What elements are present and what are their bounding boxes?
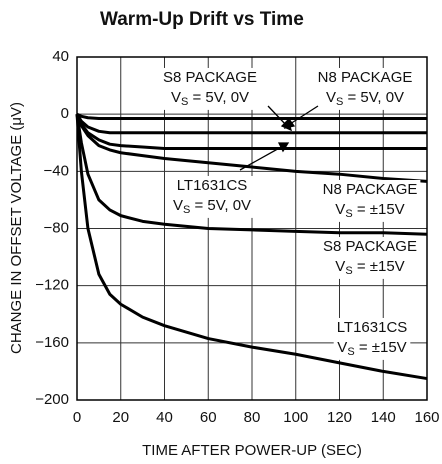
chart-title: Warm-Up Drift vs Time [100,9,304,30]
condition: = 5V, 0V [190,197,251,214]
x-tick-label: 160 [414,409,439,426]
plot-frame [76,56,428,401]
x-tick-label: 100 [283,409,308,426]
subscript: S [345,265,352,277]
symbol: V [337,339,347,356]
symbol: V [335,201,345,218]
condition: = 5V, 0V [188,89,249,106]
arrow [239,145,284,171]
annotation-condition: VS = 5V, 0V [171,89,249,108]
y-tick-label: −40 [44,162,69,179]
y-tick-label: −80 [44,219,69,236]
series-line [75,113,427,135]
annotation-title: S8 PACKAGE [163,69,257,86]
condition: = ±15V [353,258,405,275]
annotation-background [319,179,421,222]
series-line [76,112,427,120]
annotation: S8 PACKAGE VS = 5V, 0V [160,67,260,110]
arrow [289,105,319,125]
annotation-condition: VS = 5V, 0V [326,89,404,108]
annotation-background [333,317,411,360]
y-tick-label: −160 [35,334,69,351]
annotation: LT1631CS VS = 5V, 0V [169,175,255,218]
x-tick-label: 80 [244,409,261,426]
x-tick-label: 60 [200,409,217,426]
symbol: V [171,89,181,106]
series-line [75,113,427,150]
y-axis-label: CHANGE IN OFFSET VOLTAGE (μV) [8,102,25,354]
symbol: V [173,197,183,214]
condition: = 5V, 0V [343,89,404,106]
x-tick-label: 120 [327,409,352,426]
subscript: S [347,346,354,358]
series-line [75,114,428,381]
annotation: N8 PACKAGE VS = 5V, 0V [314,67,416,110]
lines [75,112,428,381]
annotation-background [169,175,255,218]
subscript: S [345,208,352,220]
annotation-background [160,67,260,110]
annotation-title: LT1631CS [177,177,248,194]
y-tick-label: −200 [35,391,69,408]
series-line [75,113,428,236]
annotation: N8 PACKAGE VS = ±15V [319,179,421,222]
subscript: S [183,204,190,216]
annotation-condition: VS = ±15V [335,201,404,220]
annotation: LT1631CS VS = ±15V [333,317,411,360]
x-tick-label: 40 [156,409,173,426]
symbol: V [335,258,345,275]
x-axis-label: TIME AFTER POWER-UP (SEC) [142,442,362,459]
annotation: S8 PACKAGE VS = ±15V [320,236,420,279]
annotation-condition: VS = 5V, 0V [173,197,251,216]
annotation-title: LT1631CS [337,319,408,336]
annotation-title: N8 PACKAGE [323,181,418,198]
annotation-condition: VS = ±15V [337,339,406,358]
arrows [239,105,319,171]
annotation-title: S8 PACKAGE [323,238,417,255]
annotation-background [314,67,416,110]
annotation-background [320,236,420,279]
y-tick-label: 40 [52,48,69,65]
arrow-head [277,142,290,153]
condition: = ±15V [353,201,405,218]
series-line [75,113,428,183]
annotation-condition: VS = ±15V [335,258,404,277]
subscript: S [181,96,188,108]
x-tick-label: 0 [73,409,81,426]
y-tick-label: 0 [61,105,69,122]
x-tick-label: 20 [112,409,129,426]
symbol: V [326,89,336,106]
annotation-title: N8 PACKAGE [318,69,413,86]
arrow-head [283,117,296,129]
x-tick-label: 140 [371,409,396,426]
condition: = ±15V [355,339,407,356]
y-tick-label: −120 [35,277,69,294]
subscript: S [336,96,343,108]
arrow [267,105,288,127]
